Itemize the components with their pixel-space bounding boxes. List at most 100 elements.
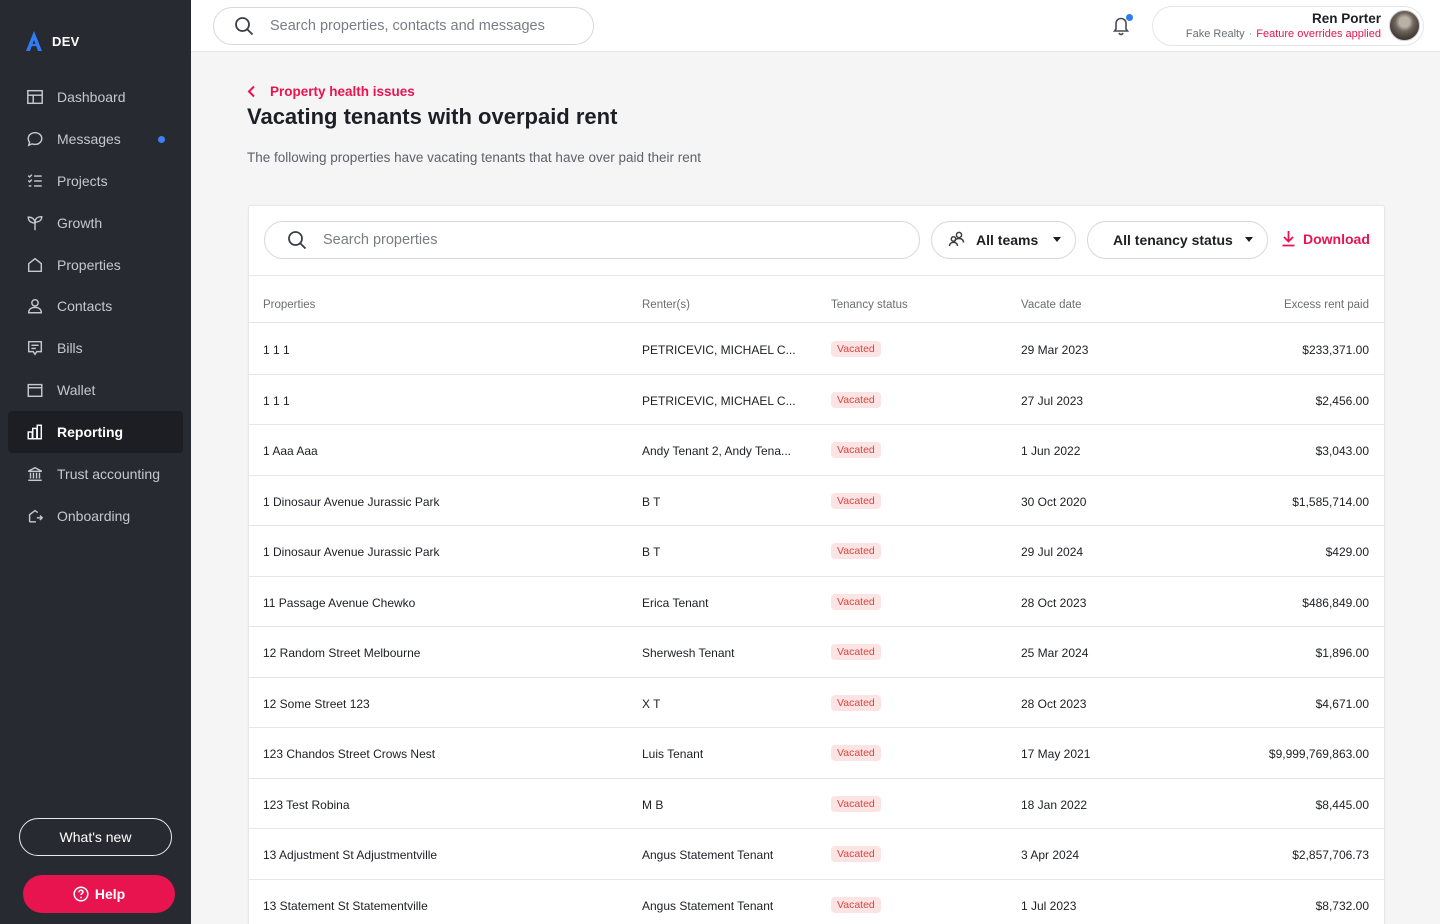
cell-property: 1 Aaa Aaa: [263, 444, 318, 458]
column-header-vacate-date[interactable]: Vacate date: [1021, 299, 1082, 311]
table-row[interactable]: 13 Adjustment St Adjustmentville Angus St…: [249, 829, 1384, 880]
logo[interactable]: DEV: [24, 30, 80, 52]
cell-renters: Sherwesh Tenant: [642, 646, 735, 660]
a-logo-icon: [26, 31, 42, 51]
table-row[interactable]: 123 Test Robina M B Vacated 18 Jan 2022 $8,4…: [249, 779, 1384, 829]
sidebar-item-bills[interactable]: Bills: [8, 327, 183, 369]
whats-new-button[interactable]: What's new: [19, 818, 172, 856]
sidebar-item-label: Onboarding: [57, 507, 131, 524]
table-row[interactable]: 1 Dinosaur Avenue Jurassic Park B T Vacate…: [249, 526, 1384, 577]
download-icon: [1282, 231, 1295, 247]
sidebar-item-projects[interactable]: Projects: [8, 160, 183, 202]
table-row[interactable]: 11 Passage Avenue Chewko Erica Tenant Vaca…: [249, 577, 1384, 627]
download-button[interactable]: Download: [1281, 230, 1370, 247]
cell-vacate-date: 29 Mar 2023: [1021, 343, 1089, 357]
bank-icon: [25, 464, 45, 484]
chevron-down-icon: [1245, 237, 1253, 242]
cell-property: 13 Adjustment St Adjustmentville: [263, 848, 438, 862]
chevron-down-icon: [1053, 237, 1061, 242]
user-subtitle: Fake Realty · Feature overrides applied: [1185, 28, 1381, 40]
chat-icon: [25, 129, 45, 149]
notifications-button[interactable]: [1111, 14, 1133, 38]
bill-icon: [25, 338, 45, 358]
table-row[interactable]: 13 Statement St Statementville Angus Stat…: [249, 880, 1384, 924]
cell-vacate-date: 30 Oct 2020: [1021, 494, 1087, 509]
cell-property: 12 Some Street 123: [263, 696, 370, 711]
cell-renters: X T: [642, 696, 661, 711]
cell-excess-rent: $1,896.00: [1315, 646, 1369, 660]
user-name: Ren Porter: [1311, 11, 1381, 26]
table-row[interactable]: 123 Chandos Street Crows Nest Luis Tenant…: [249, 728, 1384, 779]
sidebar-item-dashboard[interactable]: Dashboard: [8, 76, 183, 118]
avatar: [1389, 10, 1420, 41]
sidebar: DEV Dashboard Messages Projects Growth P…: [0, 0, 191, 924]
column-header-tenancy-status[interactable]: Tenancy status: [831, 299, 908, 311]
global-search-input[interactable]: [270, 18, 570, 34]
cell-vacate-date: 27 Jul 2023: [1021, 393, 1084, 408]
filter-bar: All teams All tenancy status Download: [249, 206, 1384, 276]
status-badge: Vacated: [831, 896, 881, 913]
cell-vacate-date: 28 Oct 2023: [1021, 595, 1087, 610]
sidebar-item-wallet[interactable]: Wallet: [8, 369, 183, 411]
cell-property: 123 Test Robina: [263, 797, 350, 812]
download-label: Download: [1303, 230, 1370, 247]
cell-renters: Luis Tenant: [642, 747, 704, 761]
sidebar-nav: Dashboard Messages Projects Growth Prope…: [8, 76, 183, 537]
cell-renters: Andy Tenant 2, Andy Tena...: [642, 444, 792, 458]
global-search[interactable]: [213, 7, 594, 45]
help-label: Help: [94, 886, 126, 902]
table-row[interactable]: 1 1 1 PETRICEVIC, MICHAEL C... Vacated 27 J…: [249, 375, 1384, 425]
help-button[interactable]: Help: [23, 875, 175, 913]
feature-flag-notice: Feature overrides applied: [1256, 28, 1381, 40]
breadcrumb[interactable]: Property health issues: [247, 84, 415, 99]
onboarding-icon: [25, 506, 45, 526]
cell-property: 12 Random Street Melbourne: [263, 646, 421, 660]
sidebar-item-messages[interactable]: Messages: [8, 118, 183, 160]
cell-vacate-date: 29 Jul 2024: [1021, 545, 1084, 559]
table-row[interactable]: 1 Dinosaur Avenue Jurassic Park B T Vacate…: [249, 476, 1384, 526]
tenancy-status-dropdown[interactable]: All tenancy status: [1087, 221, 1268, 259]
teams-dropdown[interactable]: All teams: [931, 221, 1076, 259]
sidebar-item-properties[interactable]: Properties: [8, 244, 183, 286]
top-bar: Ren Porter Fake Realty·Feature overrides…: [191, 0, 1440, 52]
cell-excess-rent: $233,371.00: [1302, 343, 1369, 357]
cell-excess-rent: $3,043.00: [1315, 444, 1369, 458]
cell-property: 13 Statement St Statementville: [263, 898, 428, 913]
property-search-input[interactable]: [323, 232, 883, 248]
table-row[interactable]: 1 1 1 PETRICEVIC, MICHAEL C... Vacated 29 M…: [249, 324, 1384, 375]
status-badge: Vacated: [831, 694, 881, 711]
table-row[interactable]: 1 Aaa Aaa Andy Tenant 2, Andy Tena... Vaca…: [249, 425, 1384, 476]
cell-vacate-date: 18 Jan 2022: [1021, 797, 1088, 812]
cell-excess-rent: $486,849.00: [1302, 595, 1369, 610]
column-header-properties[interactable]: Properties: [263, 299, 316, 311]
property-search[interactable]: [264, 221, 920, 259]
column-header-excess-rent[interactable]: Excess rent paid: [1283, 299, 1369, 311]
cell-vacate-date: 1 Jun 2022: [1021, 444, 1081, 458]
table-row[interactable]: 12 Random Street Melbourne Sherwesh Tenan…: [249, 627, 1384, 678]
table-row[interactable]: 12 Some Street 123 X T Vacated 28 Oct 2023 $…: [249, 678, 1384, 728]
column-header-renters[interactable]: Renter(s): [642, 299, 690, 311]
sidebar-item-contacts[interactable]: Contacts: [8, 285, 183, 327]
sidebar-item-label: Messages: [57, 130, 121, 147]
cell-vacate-date: 1 Jul 2023: [1021, 898, 1077, 913]
sidebar-item-label: Reporting: [57, 424, 124, 441]
sidebar-item-reporting[interactable]: Reporting: [8, 411, 183, 454]
sidebar-item-label: Bills: [57, 340, 83, 357]
cell-excess-rent: $1,585,714.00: [1292, 494, 1369, 509]
sidebar-item-growth[interactable]: Growth: [8, 202, 183, 244]
cell-renters: Angus Statement Tenant: [642, 848, 774, 862]
cell-renters: PETRICEVIC, MICHAEL C...: [642, 343, 796, 357]
sidebar-item-trust-accounting[interactable]: Trust accounting: [8, 453, 183, 495]
cell-excess-rent: $8,445.00: [1315, 797, 1369, 812]
status-badge: Vacated: [831, 341, 881, 357]
page-title: Vacating tenants with overpaid rent: [247, 104, 618, 129]
notification-dot: [1126, 14, 1133, 21]
sidebar-item-label: Properties: [57, 256, 121, 273]
cell-renters: Erica Tenant: [642, 595, 709, 610]
cell-excess-rent: $2,857,706.73: [1292, 848, 1369, 862]
sidebar-item-label: Growth: [57, 214, 103, 231]
user-menu[interactable]: Ren Porter Fake Realty · Feature overrides…: [1152, 6, 1424, 46]
sidebar-item-onboarding[interactable]: Onboarding: [8, 495, 183, 537]
wallet-icon: [25, 380, 45, 400]
bar-chart-icon: [25, 422, 45, 442]
